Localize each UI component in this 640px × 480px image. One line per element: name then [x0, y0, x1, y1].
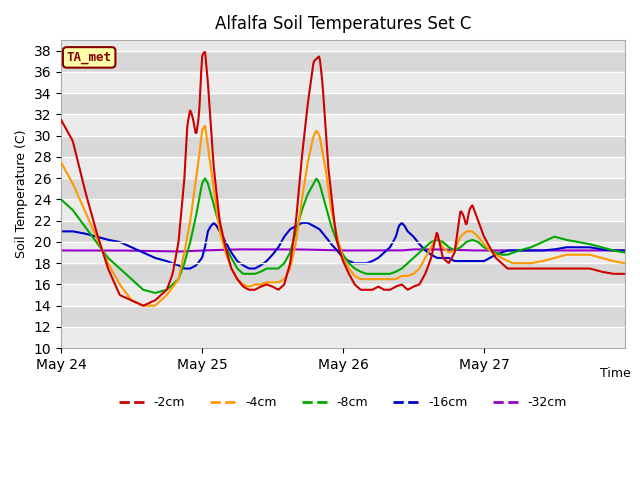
Title: Alfalfa Soil Temperatures Set C: Alfalfa Soil Temperatures Set C — [215, 15, 471, 33]
Legend: -2cm, -4cm, -8cm, -16cm, -32cm: -2cm, -4cm, -8cm, -16cm, -32cm — [114, 391, 572, 414]
Bar — [61, 72, 625, 93]
Bar — [61, 157, 625, 178]
X-axis label: Time: Time — [600, 367, 630, 380]
Bar — [61, 93, 625, 114]
Y-axis label: Soil Temperature (C): Soil Temperature (C) — [15, 130, 28, 258]
Bar — [61, 136, 625, 157]
Bar — [61, 285, 625, 306]
Text: TA_met: TA_met — [67, 51, 111, 64]
Bar — [61, 178, 625, 200]
Bar — [61, 327, 625, 348]
Bar — [61, 306, 625, 327]
Bar — [61, 221, 625, 242]
Bar — [61, 263, 625, 285]
Bar — [61, 114, 625, 136]
Bar — [61, 51, 625, 72]
Bar — [61, 200, 625, 221]
Bar — [61, 242, 625, 263]
